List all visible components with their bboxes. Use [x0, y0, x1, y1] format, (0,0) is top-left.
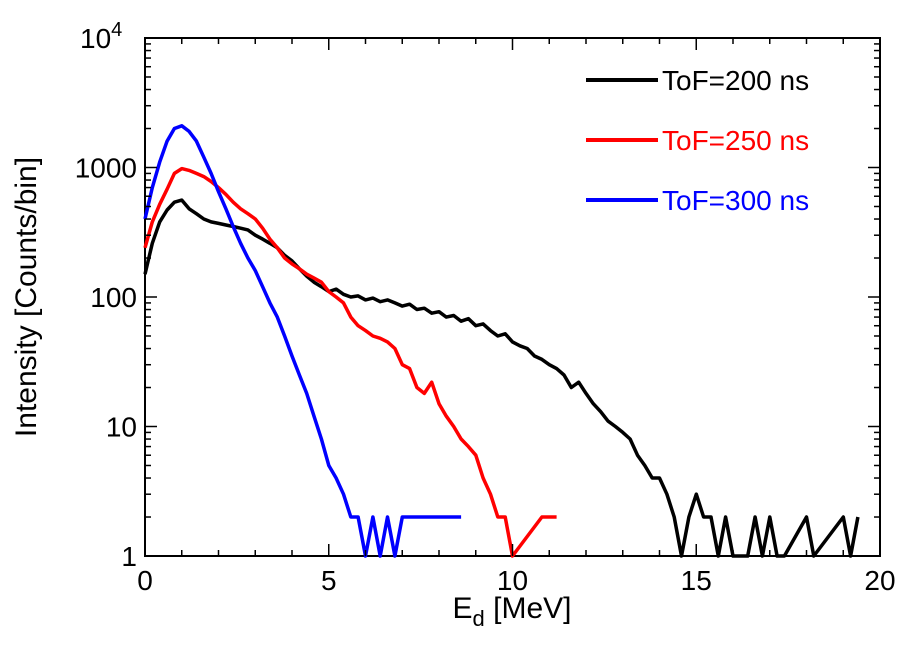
series-line-2 [143, 166, 557, 558]
series-lines [143, 124, 860, 558]
y-tick-label: 1 [121, 541, 137, 572]
y-tick-label: 10 [106, 412, 137, 443]
x-tick-label: 20 [864, 565, 895, 596]
y-tick-label: 100 [90, 282, 137, 313]
series-line-1 [143, 198, 860, 558]
y-tick-label: 1000 [75, 153, 137, 184]
x-tick-label: 10 [497, 565, 528, 596]
x-tick-label: 15 [681, 565, 712, 596]
tick-labels: 0 5 10 15 20 1 10 100 1000 [75, 153, 896, 597]
axis-ticks [144, 37, 881, 557]
x-tick-label: 0 [137, 565, 153, 596]
y-top-tick-label: 104 [80, 19, 122, 54]
x-axis-title: Ed [MeV] [453, 592, 572, 631]
legend-label-2: ToF=250 ns [662, 125, 809, 156]
series-line-3 [143, 124, 462, 558]
legend: ToF=200 ns ToF=250 ns ToF=300 ns [586, 65, 809, 216]
y-axis-title: Intensity [Counts/bin] [10, 157, 43, 437]
x-tick-label: 5 [321, 565, 337, 596]
legend-label-1: ToF=200 ns [662, 65, 809, 96]
legend-label-3: ToF=300 ns [662, 185, 809, 216]
plot-frame [144, 37, 881, 557]
